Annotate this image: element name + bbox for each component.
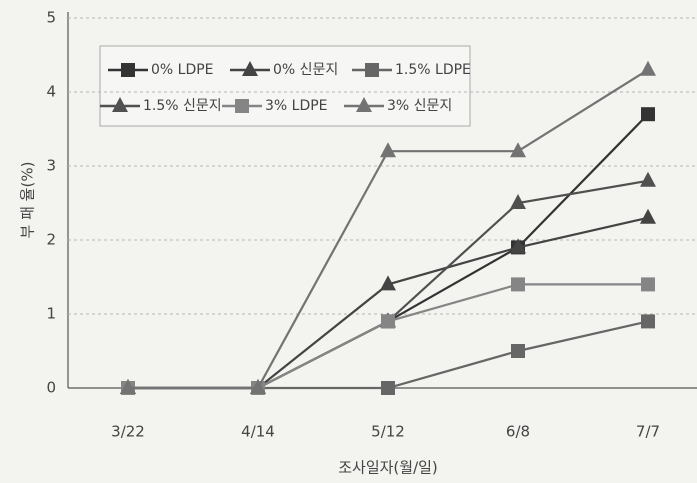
y-tick-label: 5 [46,9,56,27]
legend-marker [365,63,379,77]
x-axis-label: 조사일자(월/일) [338,459,438,477]
x-tick-label: 3/22 [111,423,145,441]
y-tick-label: 4 [46,83,56,101]
y-tick-label: 0 [46,379,56,397]
data-point [381,314,395,329]
legend-label: 1.5% LDPE [395,62,471,78]
data-point [120,379,136,394]
legend-marker [121,63,135,77]
data-point [510,194,526,209]
data-point [641,107,655,122]
series-line [128,216,649,390]
y-axis-label: 부 패 율(%) [19,162,37,239]
x-tick-label: 4/14 [241,423,275,441]
data-point [381,381,395,395]
legend-label: 0% 신문지 [273,62,338,78]
data-point [380,275,396,291]
y-tick-label: 1 [46,305,56,323]
data-point [511,344,525,358]
data-point [640,208,656,224]
series-line [128,320,649,390]
legend-label: 3% LDPE [265,98,328,114]
data-point [250,379,266,394]
data-point [640,171,656,187]
data-point [641,314,655,329]
legend-box [99,45,471,127]
x-tick-label: 6/8 [506,423,530,441]
legend-marker [235,99,249,113]
y-tick-label: 3 [46,157,56,175]
series-line [128,283,648,390]
data-point [380,142,396,158]
x-tick-label: 7/7 [636,423,660,441]
data-point [510,238,526,254]
legend-label: 0% LDPE [151,62,214,78]
y-tick-label: 2 [46,231,56,249]
data-point [511,277,525,292]
legend-label: 1.5% 신문지 [143,98,222,114]
data-point [641,277,655,292]
legend-marker [112,97,128,112]
legend-marker [242,61,258,76]
data-point [510,142,526,158]
legend-label: 3% 신문지 [387,98,452,114]
data-point [640,60,656,76]
x-tick-label: 5/12 [371,423,405,441]
legend-marker [356,97,372,112]
